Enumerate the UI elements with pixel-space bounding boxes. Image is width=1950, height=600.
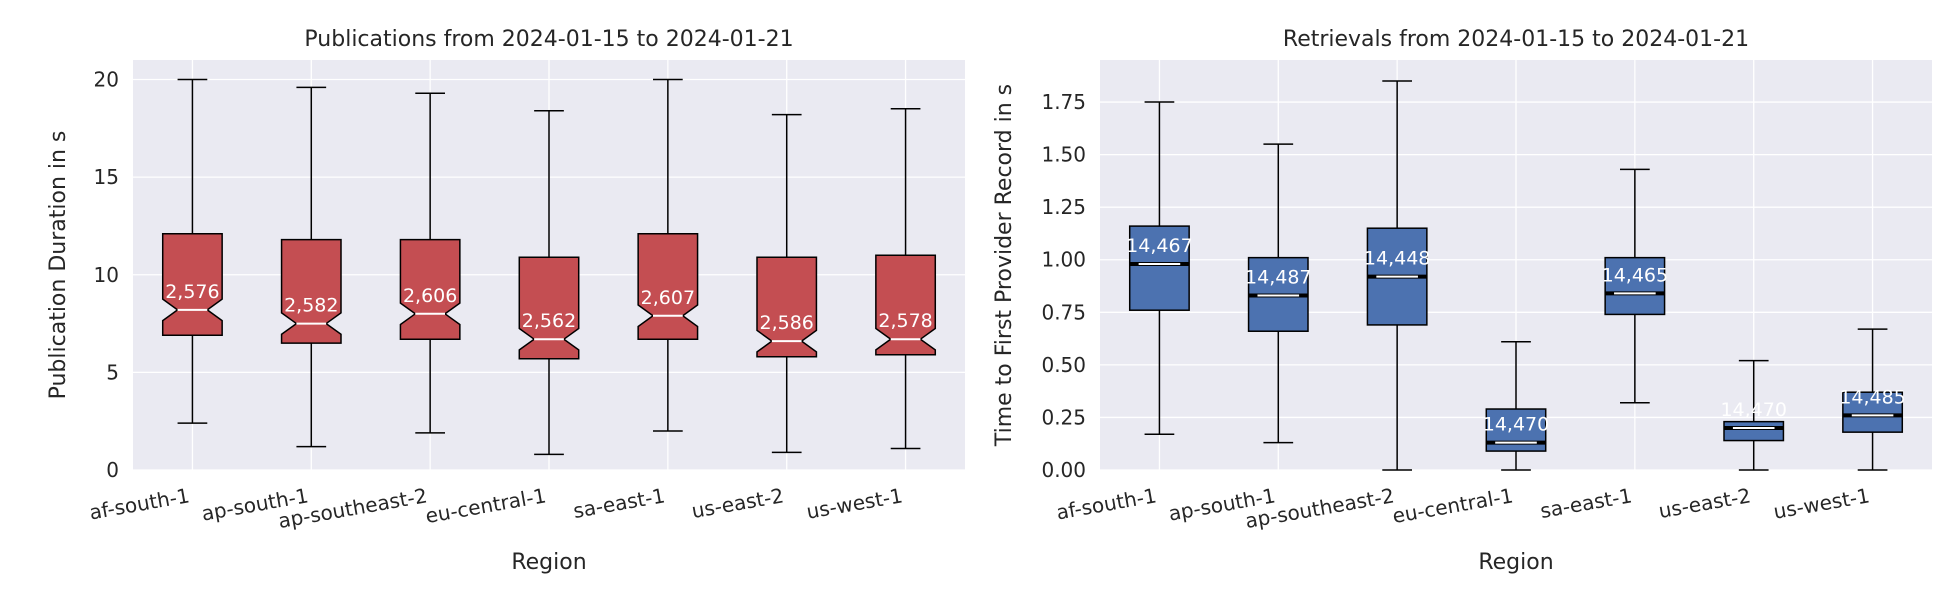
chart-title: Publications from 2024-01-15 to 2024-01-… — [304, 27, 793, 52]
y-tick-label: 1.75 — [1041, 90, 1086, 114]
x-tick-label: eu-central-1 — [1391, 483, 1515, 528]
box-body — [280, 238, 342, 344]
x-axis-label: Region — [511, 550, 586, 575]
y-tick-label: 20 — [94, 68, 119, 92]
count-label: 2,586 — [760, 312, 814, 334]
panel-2: 0.00 0.25 0.50 0.75 1.00 1.25 1.50 1.75 14,467 14… — [992, 27, 1932, 575]
box-body — [1723, 420, 1785, 442]
box-us-west-1: 2,578 — [875, 108, 937, 450]
count-label: 2,606 — [403, 285, 457, 307]
box-us-east-2: 14,470 — [1720, 359, 1787, 471]
count-label: 14,448 — [1364, 248, 1430, 270]
x-tick-label: af-south-1 — [1054, 483, 1158, 524]
y-tick-label: 0 — [106, 458, 119, 482]
box-sa-east-1: 2,607 — [637, 78, 699, 432]
y-axis-label: Time to First Provider Record in s — [992, 84, 1017, 447]
x-tick-label: sa-east-1 — [571, 483, 666, 523]
count-label: 2,562 — [522, 310, 576, 332]
y-tick-label: 1.50 — [1041, 143, 1086, 167]
x-tick-label: af-south-1 — [87, 483, 191, 524]
box-body — [637, 233, 699, 340]
count-label: 14,485 — [1839, 386, 1905, 408]
count-label: 14,487 — [1245, 266, 1311, 288]
box-ap-south-1: 14,487 — [1245, 143, 1312, 444]
x-tick-label: us-east-2 — [1657, 483, 1753, 523]
y-axis-label: Publication Duration in s — [46, 131, 71, 400]
count-label: 2,578 — [878, 310, 932, 332]
box-ap-south-1: 2,582 — [280, 86, 342, 448]
count-label: 14,467 — [1126, 235, 1192, 257]
x-tick-label: sa-east-1 — [1538, 483, 1633, 523]
y-tick-label: 10 — [94, 263, 119, 287]
box-body — [1128, 225, 1190, 311]
box-body — [518, 256, 580, 360]
box-af-south-1: 2,576 — [161, 78, 223, 424]
box-us-east-2: 2,586 — [756, 113, 818, 454]
count-label: 14,470 — [1720, 399, 1786, 421]
x-tick-label: us-west-1 — [1772, 483, 1872, 524]
count-label: 2,576 — [165, 281, 219, 303]
panel-1: 0 5 10 15 20 2,576 2,582 2,606 2,562 2,607 2,586 2,… — [46, 27, 965, 575]
y-tick-label: 5 — [106, 360, 119, 384]
count-label: 14,465 — [1602, 264, 1668, 286]
x-tick-label: eu-central-1 — [424, 483, 548, 528]
chart-title: Retrievals from 2024-01-15 to 2024-01-21 — [1283, 27, 1749, 52]
y-tick-label: 1.25 — [1041, 195, 1086, 219]
x-axis-label: Region — [1478, 550, 1553, 575]
x-tick-label: us-west-1 — [805, 483, 905, 524]
box-body — [1842, 391, 1904, 433]
x-tick-label: us-east-2 — [690, 483, 786, 523]
box-sa-east-1: 14,465 — [1602, 168, 1668, 404]
box-af-south-1: 14,467 — [1126, 101, 1193, 436]
box-body — [1604, 256, 1666, 316]
box-us-west-1: 14,485 — [1839, 328, 1906, 471]
y-tick-label: 0.75 — [1041, 300, 1086, 324]
box-eu-central-1: 2,562 — [518, 110, 580, 456]
y-tick-label: 0.25 — [1041, 405, 1086, 429]
y-tick-label: 15 — [94, 165, 119, 189]
y-tick-label: 0.00 — [1041, 458, 1086, 482]
box-ap-southeast-2: 2,606 — [399, 92, 461, 434]
box-ap-southeast-2: 14,448 — [1364, 80, 1430, 471]
box-eu-central-1: 14,470 — [1483, 340, 1549, 471]
count-label: 14,470 — [1483, 414, 1549, 436]
y-tick-label: 1.00 — [1041, 248, 1086, 272]
box-body — [875, 254, 937, 356]
count-label: 2,607 — [641, 287, 695, 309]
count-label: 2,582 — [284, 295, 338, 317]
box-body — [756, 256, 818, 358]
y-tick-label: 0.50 — [1041, 353, 1086, 377]
